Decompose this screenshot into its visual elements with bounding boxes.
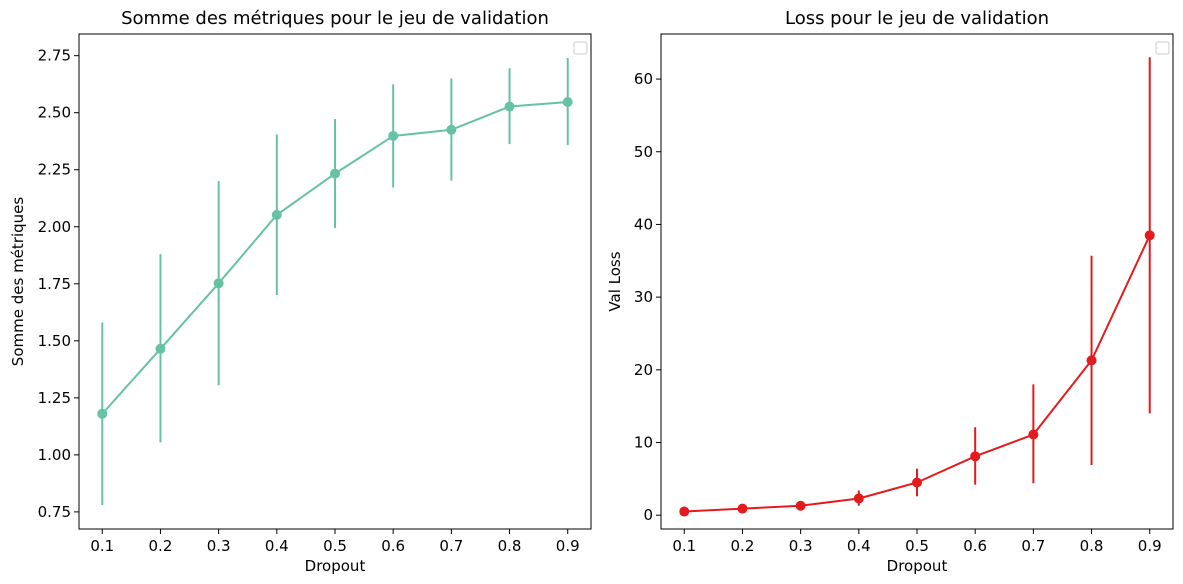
y-tick-label: 2.50 xyxy=(38,104,71,122)
x-tick-label: 0.3 xyxy=(789,537,813,555)
x-axis-label: Dropout xyxy=(305,557,366,575)
data-point xyxy=(795,500,806,511)
y-tick-label: 2.25 xyxy=(38,161,71,179)
data-point xyxy=(562,96,573,107)
data-point xyxy=(912,477,922,488)
x-tick-label: 0.8 xyxy=(498,537,522,555)
y-axis-label: Somme des métriques xyxy=(9,197,27,367)
data-point xyxy=(97,408,108,419)
data-point xyxy=(213,278,224,289)
y-axis: 0 10 20 30 40 50 60 xyxy=(634,70,661,524)
x-tick-label: 0.3 xyxy=(207,537,231,555)
x-tick-label: 0.9 xyxy=(556,537,580,555)
chart-metric-sum: Somme des métriques pour le jeu de valid… xyxy=(9,8,592,575)
x-tick-label: 0.4 xyxy=(847,537,871,555)
x-tick-label: 0.7 xyxy=(1021,537,1045,555)
x-tick-label: 0.9 xyxy=(1138,537,1162,555)
axes-frame xyxy=(78,33,592,530)
x-tick-label: 0.4 xyxy=(265,537,289,555)
y-tick-label: 2.00 xyxy=(38,218,71,236)
x-tick-label: 0.1 xyxy=(672,537,696,555)
data-point xyxy=(970,451,981,462)
y-tick-label: 40 xyxy=(634,215,653,233)
data-point xyxy=(679,506,690,517)
y-tick-label: 1.25 xyxy=(38,389,71,407)
data-point xyxy=(1144,230,1155,241)
legend-box xyxy=(573,41,588,55)
x-tick-label: 0.1 xyxy=(90,537,114,555)
x-tick-label: 0.5 xyxy=(905,537,929,555)
chart-title: Loss pour le jeu de validation xyxy=(785,8,1049,29)
x-tick-label: 0.5 xyxy=(323,537,347,555)
data-point xyxy=(1086,355,1097,366)
y-tick-label: 50 xyxy=(634,143,653,161)
x-tick-label: 0.8 xyxy=(1080,537,1104,555)
y-tick-label: 1.00 xyxy=(38,446,71,464)
y-tick-label: 10 xyxy=(634,434,653,452)
plot-area xyxy=(97,57,573,506)
x-axis-label: Dropout xyxy=(887,557,948,575)
data-point xyxy=(446,124,457,135)
x-tick-label: 0.6 xyxy=(963,537,987,555)
data-point xyxy=(504,101,515,112)
y-axis: 0.75 1.00 1.25 1.50 1.75 2.00 2.25 2.50 2.75 xyxy=(38,47,79,521)
data-point xyxy=(1028,429,1039,440)
y-tick-label: 1.50 xyxy=(38,332,71,350)
data-point xyxy=(155,343,166,354)
x-tick-label: 0.2 xyxy=(149,537,173,555)
chart-title: Somme des métriques pour le jeu de valid… xyxy=(121,8,549,29)
data-point xyxy=(330,168,340,179)
data-point xyxy=(388,130,399,141)
x-axis: 0.1 0.2 0.3 0.4 0.5 0.6 0.7 0.8 0.9 xyxy=(672,529,1162,555)
x-tick-label: 0.2 xyxy=(731,537,755,555)
y-tick-label: 30 xyxy=(634,288,653,306)
y-tick-label: 0.75 xyxy=(38,503,71,521)
axes-frame xyxy=(660,33,1174,530)
data-point xyxy=(271,209,282,220)
plot-area xyxy=(679,57,1155,517)
y-tick-label: 20 xyxy=(634,361,653,379)
x-tick-label: 0.6 xyxy=(381,537,405,555)
y-axis-label: Val Loss xyxy=(606,251,624,311)
data-point xyxy=(737,503,748,514)
y-tick-label: 2.75 xyxy=(38,47,71,65)
x-tick-label: 0.7 xyxy=(439,537,463,555)
legend-box xyxy=(1155,41,1170,55)
chart-val-loss: Loss pour le jeu de validation Dropout V… xyxy=(606,8,1174,575)
x-axis: 0.1 0.2 0.3 0.4 0.5 0.6 0.7 0.8 0.9 xyxy=(90,529,580,555)
data-point xyxy=(853,493,864,504)
y-tick-label: 1.75 xyxy=(38,275,71,293)
y-tick-label: 0 xyxy=(643,506,653,524)
y-tick-label: 60 xyxy=(634,70,653,88)
